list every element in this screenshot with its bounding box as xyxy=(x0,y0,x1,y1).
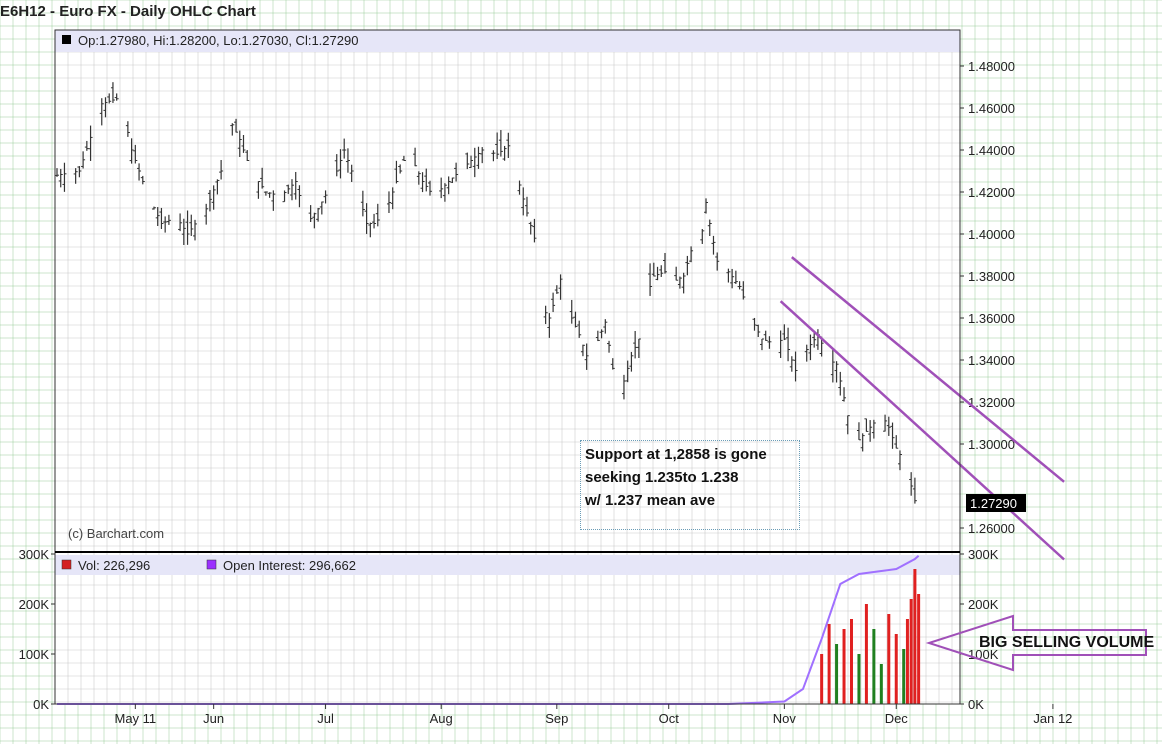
volume-tick-label: 300K xyxy=(968,547,999,562)
price-tick-label: 1.38000 xyxy=(968,269,1015,284)
last-price-label: 1.27290 xyxy=(970,496,1017,511)
date-tick-label: Sep xyxy=(545,711,568,726)
price-series xyxy=(55,82,917,504)
volume-bar xyxy=(820,654,824,704)
date-tick-label: Nov xyxy=(773,711,797,726)
volume-bar xyxy=(913,569,917,704)
last-price-box xyxy=(966,494,1026,512)
date-tick-label: Jul xyxy=(317,711,334,726)
volume-legend-label: Open Interest: 296,662 xyxy=(223,558,356,573)
price-tick-label: 1.48000 xyxy=(968,59,1015,74)
volume-bar xyxy=(857,654,861,704)
price-tick-label: 1.36000 xyxy=(968,311,1015,326)
panel-background xyxy=(55,30,960,704)
price-tick-label: 1.44000 xyxy=(968,143,1015,158)
watermark: (c) Barchart.com xyxy=(68,526,164,541)
price-tick-label: 1.26000 xyxy=(968,521,1015,536)
volume-bar xyxy=(905,619,909,704)
price-tick-label: 1.34000 xyxy=(968,353,1015,368)
date-axis: May 11 Jun Jul Aug Sep Oct Nov Dec Jan 12 xyxy=(114,704,1072,726)
info-bar xyxy=(55,30,960,52)
volume-tick-label: 0K xyxy=(33,697,49,712)
price-tick-label: 1.40000 xyxy=(968,227,1015,242)
date-tick-label: Dec xyxy=(885,711,909,726)
volume-legend: Vol: 226,296 Open Interest: 296,662 xyxy=(61,558,356,573)
date-tick-label: Jan 12 xyxy=(1033,711,1072,726)
date-tick-label: Jun xyxy=(203,711,224,726)
volume-bar xyxy=(894,634,898,704)
callout-arrow xyxy=(925,614,1147,672)
ohlc-info-text: Op:1.27980, Hi:1.28200, Lo:1.27030, Cl:1… xyxy=(78,33,358,48)
annotation-line-1: Support at 1,2858 is gone xyxy=(585,446,767,463)
annotation-line-3: w/ 1.237 mean ave xyxy=(585,492,716,509)
panel-grid xyxy=(54,51,960,704)
price-axis: 1.48000 1.46000 1.44000 1.42000 1.40000 1.380… xyxy=(960,59,1015,536)
price-tick-label: 1.30000 xyxy=(968,437,1015,452)
volume-tick-label: 300K xyxy=(19,547,50,562)
volume-bar xyxy=(835,644,839,704)
volume-legend-label: Vol: 226,296 xyxy=(78,558,150,573)
volume-info-bar xyxy=(55,555,960,575)
volume-legend-swatch xyxy=(61,559,72,570)
volume-tick-label: 200K xyxy=(19,597,50,612)
volume-bar xyxy=(887,614,891,704)
volume-bar xyxy=(917,594,921,704)
volume-bar xyxy=(872,629,876,704)
open-interest-line xyxy=(57,554,920,705)
date-tick-label: Oct xyxy=(659,711,680,726)
price-tick-label: 1.32000 xyxy=(968,395,1015,410)
volume-series xyxy=(820,569,921,704)
price-tick-label: 1.42000 xyxy=(968,185,1015,200)
ohlc-legend-swatch xyxy=(62,35,71,44)
volume-tick-label: 0K xyxy=(968,697,984,712)
callout-label: BIG SELLING VOLUME xyxy=(979,634,1155,651)
volume-bar xyxy=(909,599,913,704)
trend-channel xyxy=(779,256,1065,561)
channel-line xyxy=(791,256,1065,483)
annotation-line-2: seeking 1.235to 1.238 xyxy=(585,469,739,486)
price-tick-label: 1.46000 xyxy=(968,101,1015,116)
volume-bar xyxy=(902,649,906,704)
volume-legend-swatch xyxy=(206,559,217,570)
volume-bar xyxy=(827,624,831,704)
volume-tick-label: 200K xyxy=(968,597,999,612)
date-tick-label: Aug xyxy=(430,711,453,726)
support-annotation: Support at 1,2858 is gone seeking 1.235t… xyxy=(580,440,800,530)
date-tick-label: May 11 xyxy=(114,711,156,726)
volume-tick-label: 100K xyxy=(19,647,50,662)
volume-bar xyxy=(879,664,883,704)
volume-bar xyxy=(842,629,846,704)
volume-bar xyxy=(849,619,853,704)
chart-title: E6H12 - Euro FX - Daily OHLC Chart xyxy=(0,3,256,20)
volume-bar xyxy=(864,604,868,704)
channel-line xyxy=(779,300,1065,561)
